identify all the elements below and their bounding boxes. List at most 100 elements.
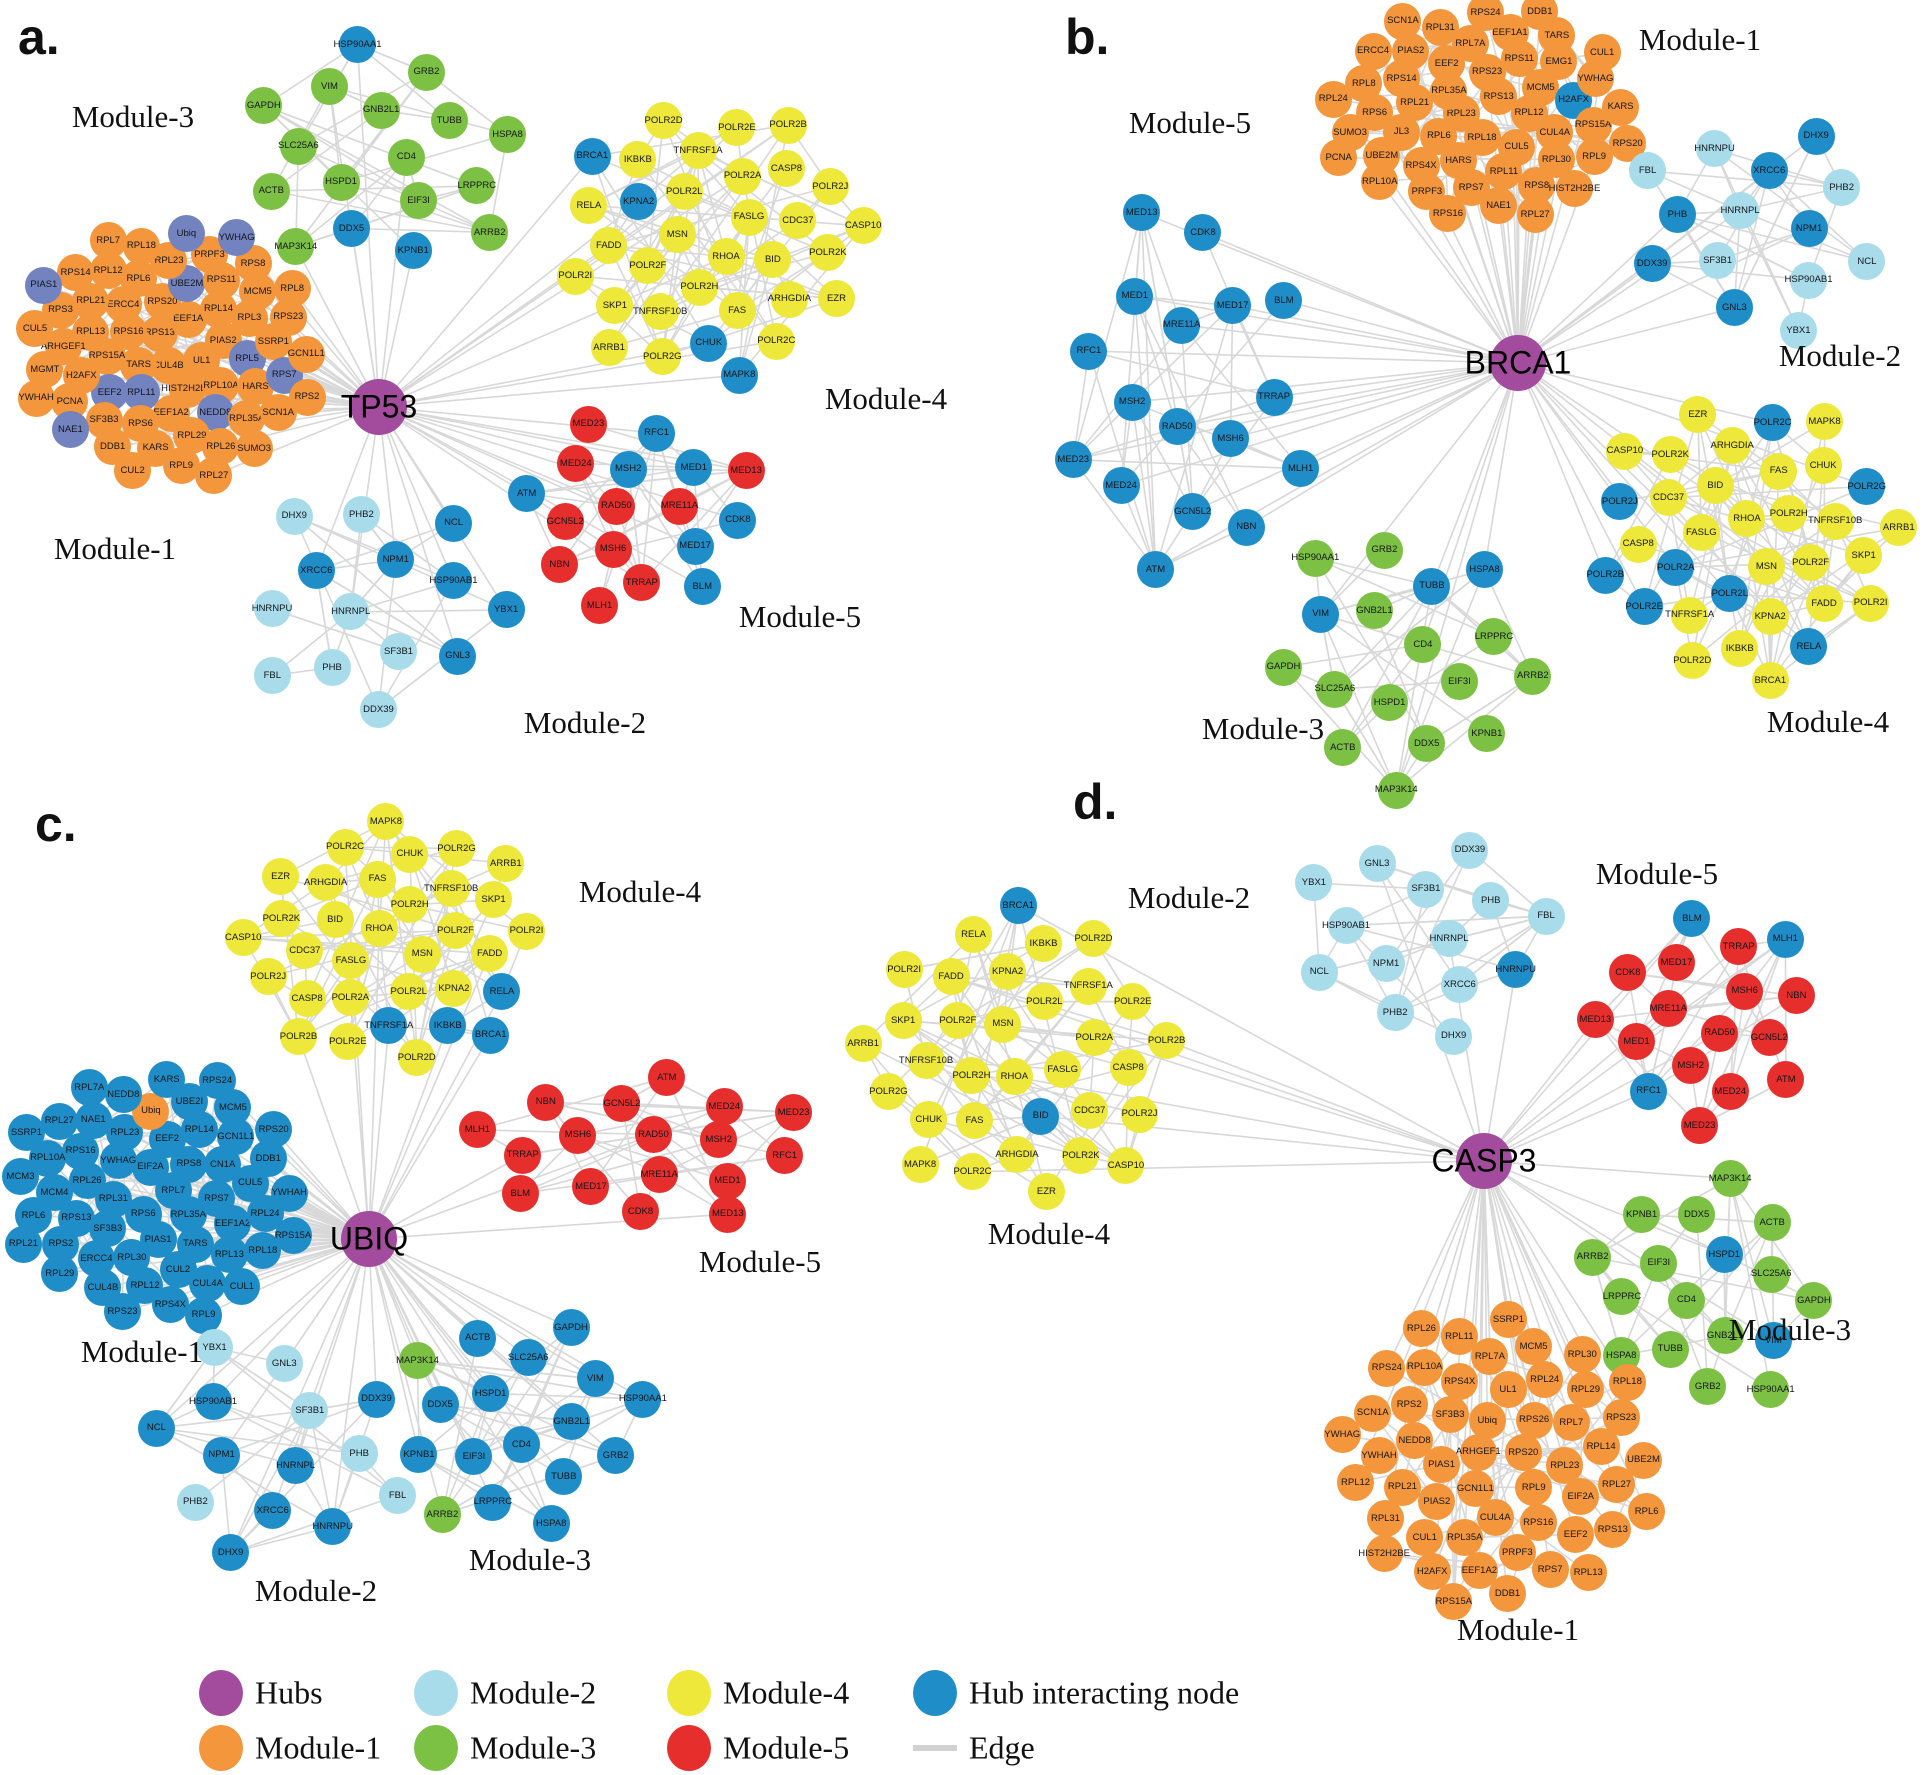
node-label: RPL24 (1318, 93, 1348, 105)
node-label: NEDD8 (107, 1088, 140, 1100)
node-MSN: MSN (984, 1005, 1022, 1043)
node-label: POLR2J (1601, 496, 1638, 508)
node-label: POLR2H (952, 1069, 991, 1081)
node-label: SCN1A (1387, 15, 1419, 27)
node-HSP90AB1: HSP90AB1 (1785, 261, 1833, 299)
node-label: SLC25A6 (1750, 1268, 1792, 1280)
edge (331, 1238, 370, 1527)
node-RPL31: RPL31 (1366, 1500, 1404, 1538)
node-MSH6: MSH6 (1212, 419, 1250, 457)
node-label: FASLG (733, 211, 765, 223)
node-RHOA: RHOA (1728, 500, 1766, 538)
node-SLC25A6: SLC25A6 (1750, 1255, 1792, 1293)
node-label: MED1 (1623, 1036, 1650, 1048)
node-label: MED1 (1121, 290, 1149, 302)
edge (662, 120, 738, 311)
node-label: EEF2 (1563, 1528, 1588, 1540)
node-label: RPL31 (1370, 1512, 1401, 1524)
node-label: RPS15A (274, 1229, 312, 1241)
edge (1283, 643, 1423, 668)
node-HIST2H2BE: HIST2H2BE (1358, 1535, 1410, 1573)
node-label: HSPD1 (1373, 697, 1406, 709)
node-label: ARRB1 (490, 857, 522, 869)
node-NEDD8: NEDD8 (1396, 1421, 1434, 1459)
node-label: MED17 (1216, 300, 1249, 312)
edge (1621, 1295, 1772, 1391)
edge (1320, 569, 1485, 615)
edge (212, 1400, 398, 1497)
node-label: SLC25A6 (1314, 683, 1356, 695)
node-CUL1: CUL1 (223, 1267, 261, 1305)
node-label: DDX39 (363, 703, 394, 715)
edge (1379, 181, 1519, 364)
node-label: RPS13 (144, 327, 175, 339)
hub-node-CASP3 (1456, 1133, 1512, 1189)
edge (1073, 458, 1301, 470)
node-label: UBE2M (1627, 1454, 1660, 1466)
node-label: POLR2A (1075, 1031, 1114, 1043)
node-label: CUL4A (1539, 127, 1571, 138)
node-label: POLR2H (680, 281, 719, 293)
node-RPL7A: RPL7A (1471, 1338, 1509, 1376)
node-RPL29: RPL29 (1566, 1371, 1604, 1409)
node-label: CHUK (915, 1113, 943, 1125)
edge (693, 467, 704, 588)
node-CUL5: CUL5 (16, 310, 54, 348)
node-PIAS1: PIAS1 (1423, 1446, 1461, 1484)
node-label: MSH2 (1677, 1059, 1704, 1071)
node-label: RPL11 (1445, 1330, 1474, 1342)
edge (156, 1427, 334, 1528)
node-label: FADD (476, 947, 503, 959)
node-label: EZR (271, 870, 291, 882)
node-CUL4A: CUL4A (1476, 1499, 1514, 1537)
node-label: DDB1 (255, 1152, 281, 1164)
node-MSH6: MSH6 (1726, 972, 1764, 1010)
node-RPS16: RPS16 (1429, 195, 1467, 233)
node-label: MED1 (680, 462, 708, 474)
node-label: SF3B3 (89, 414, 119, 426)
node-RPL27: RPL27 (1516, 196, 1554, 234)
node-label: HNRNPL (276, 1459, 316, 1471)
node-label: GRB2 (413, 66, 440, 78)
legend-swatch-hub-interacting-node (913, 1670, 957, 1716)
node-GAPDH: GAPDH (1265, 648, 1302, 686)
node-label: RPS13 (1483, 90, 1514, 102)
node-label: UL1 (1499, 1384, 1517, 1396)
node-label: HSP90AA1 (1746, 1383, 1795, 1395)
node-label: RPS7 (271, 369, 297, 381)
node-label: CD4 (1413, 638, 1433, 650)
edge (1395, 675, 1534, 791)
node-BRCA1: BRCA1 (1751, 662, 1789, 700)
node-DHX9: DHX9 (275, 497, 313, 535)
node-label: GRB2 (602, 1449, 629, 1461)
node-GCN5L2: GCN5L2 (1174, 493, 1212, 530)
node-RPL9: RPL9 (1515, 1468, 1553, 1506)
node-POLR2G: POLR2G (1847, 467, 1886, 505)
edge (1282, 666, 1397, 791)
node-label: RPS8 (176, 1158, 202, 1170)
node-NPM1: NPM1 (377, 541, 415, 579)
node-RPS24: RPS24 (1368, 1349, 1406, 1387)
node-label: RPS6 (128, 418, 153, 430)
node-ARHGEF1: ARHGEF1 (1456, 1433, 1501, 1471)
node-label: RPL21 (76, 295, 106, 307)
node-label: RPS8 (240, 257, 266, 269)
node-label: NBN (1786, 990, 1807, 1002)
node-DDX5: DDX5 (1408, 724, 1446, 762)
edge (697, 150, 864, 227)
node-POLR2G: POLR2G (643, 338, 682, 375)
node-label: KPNB1 (397, 244, 429, 256)
edge (156, 1409, 310, 1429)
node-label: RPS4X (1405, 159, 1437, 171)
node-label: IKBKB (623, 153, 652, 165)
node-ARRB1: ARRB1 (844, 1024, 882, 1062)
node-MED23: MED23 (775, 1093, 813, 1131)
node-GRB2: GRB2 (407, 53, 445, 91)
edge (1094, 1036, 1485, 1162)
node-TRRAP: TRRAP (1255, 378, 1293, 416)
node-label: RPL27 (1602, 1479, 1632, 1491)
node-label: CUL2 (165, 1263, 191, 1275)
node-MCM5: MCM5 (1515, 1328, 1553, 1366)
node-RPS20: RPS20 (1504, 1434, 1542, 1472)
node-GCN5L2: GCN5L2 (603, 1084, 641, 1122)
